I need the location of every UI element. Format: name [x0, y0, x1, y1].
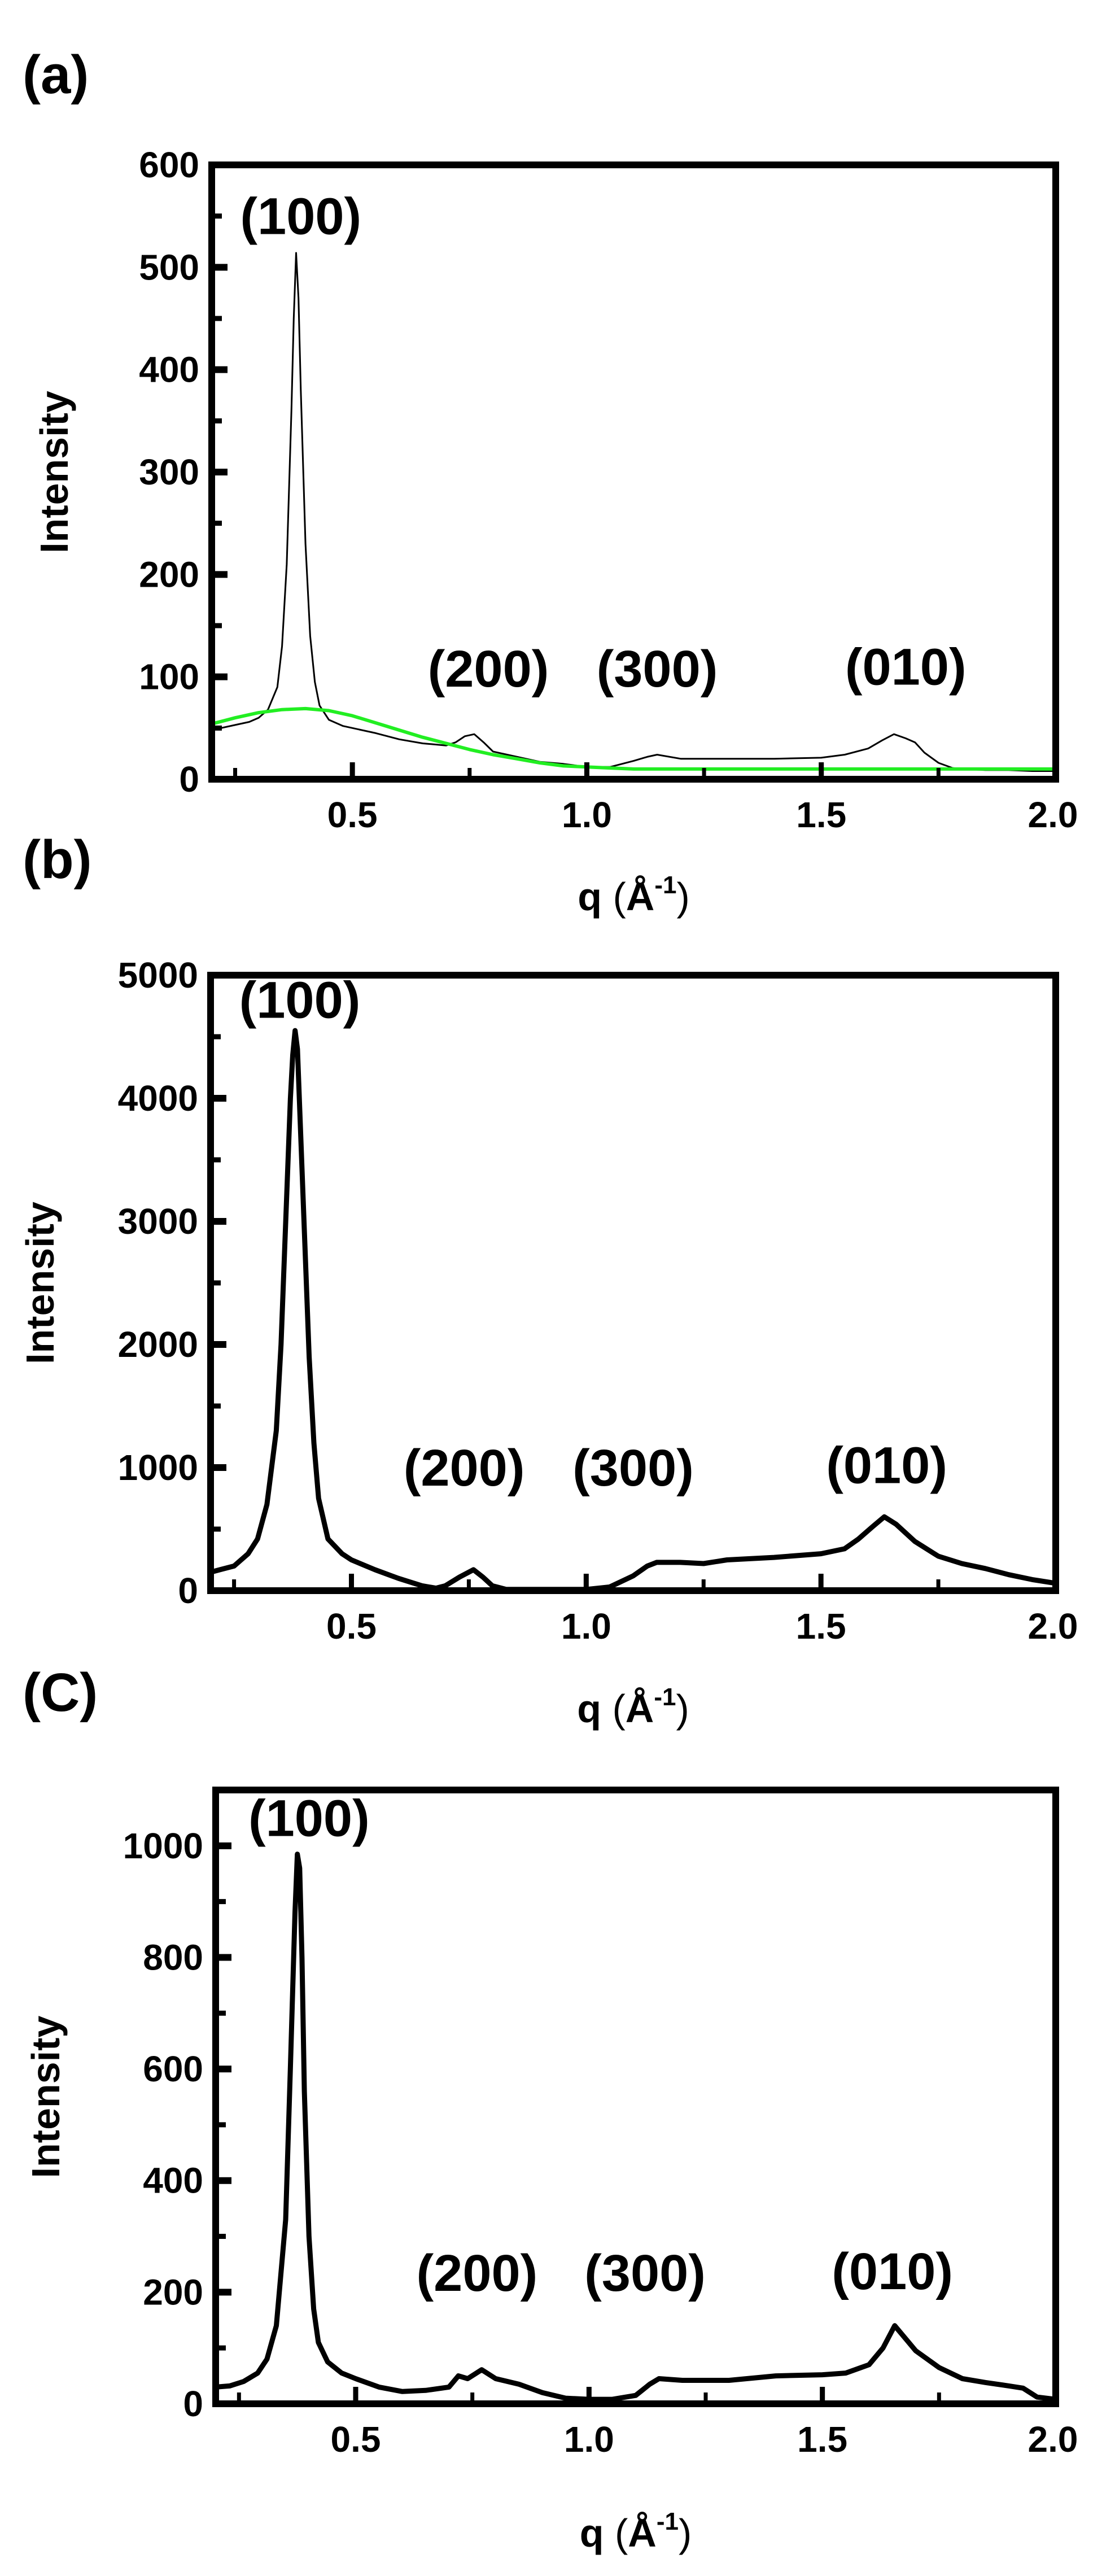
x-tick-label: 1.0 [564, 2419, 614, 2460]
y-axis-title: Intensity [18, 1202, 62, 1364]
y-tick-label: 5000 [118, 955, 198, 996]
peak-label: (010) [845, 639, 967, 696]
peak-label: (300) [572, 1439, 694, 1497]
x-tick-label: 0.5 [326, 1606, 377, 1647]
y-tick-label: 1000 [123, 1826, 203, 1866]
y-tick-label: 4000 [118, 1078, 198, 1119]
panel-label: (a) [23, 45, 89, 105]
peak-label: (200) [404, 1439, 525, 1497]
x-axis-title: q (Å-1) [580, 2508, 692, 2555]
y-tick-label: 0 [183, 2383, 203, 2424]
y-tick-label: 200 [143, 2272, 203, 2312]
x-tick-label: 1.5 [797, 2419, 847, 2460]
peak-label: (200) [428, 640, 549, 698]
y-tick-label: 300 [139, 452, 199, 492]
x-tick-label: 1.5 [796, 1606, 846, 1647]
giwaxs-profile-line [216, 1852, 1056, 2402]
chart-panel-b: (b) 0 1000 2000 3000 4000 5000 0.5 1.0 1.5 2.0 (100… [18, 829, 1078, 1731]
peak-label: (300) [597, 640, 718, 698]
x-tick-label: 1.0 [561, 1606, 611, 1647]
peak-label: (010) [826, 1437, 947, 1495]
x-tick-label: 2.0 [1028, 794, 1078, 835]
panel-label: (b) [23, 829, 92, 890]
chart-panel-c: (C) 0 200 400 600 800 1000 0.5 1.0 1.5 2.0 (100) (20… [23, 1662, 1078, 2555]
y-tick-label: 1000 [118, 1447, 198, 1488]
y-tick-label: 800 [143, 1937, 203, 1977]
y-tick-label: 0 [179, 759, 199, 800]
data-series-group [212, 252, 1056, 772]
y-tick-label: 3000 [118, 1201, 198, 1242]
plot-frame [207, 972, 1059, 1594]
giwaxs-profile-line [211, 1028, 1056, 1591]
y-tick-label: 400 [139, 350, 199, 390]
peak-label: (200) [417, 2245, 538, 2302]
chart-panel-a: (a) 0 100 200 300 400 500 600 0.5 1.0 1.5 2.0 (100) (… [23, 45, 1078, 919]
x-tick-label: 1.0 [562, 794, 612, 835]
peak-label: (300) [584, 2245, 706, 2302]
peak-label: (010) [832, 2243, 953, 2300]
x-tick-label: 2.0 [1028, 2419, 1078, 2460]
y-tick-label: 600 [143, 2049, 203, 2089]
y-axis-title: Intensity [24, 2016, 68, 2178]
y-tick-label: 500 [139, 247, 199, 287]
y-tick-label: 600 [139, 145, 199, 185]
y-axis-title: Intensity [32, 391, 76, 553]
y-tick-label: 0 [178, 1570, 198, 1611]
peak-label: (100) [240, 188, 361, 246]
x-tick-label: 0.5 [327, 794, 378, 835]
x-axis-title: q (Å-1) [578, 871, 690, 919]
x-tick-label: 2.0 [1028, 1606, 1078, 1647]
peak-label: (100) [239, 972, 361, 1029]
plot-frame [212, 1787, 1059, 2407]
x-axis-title: q (Å-1) [577, 1683, 689, 1731]
x-tick-label: 0.5 [331, 2419, 381, 2460]
y-tick-label: 400 [143, 2160, 203, 2201]
baseline-fit-line [212, 706, 1056, 771]
data-series-group [211, 1028, 1056, 1591]
y-tick-label: 2000 [118, 1324, 198, 1365]
y-tick-label: 100 [139, 657, 199, 697]
data-series-group [216, 1852, 1056, 2402]
x-tick-label: 1.5 [796, 794, 846, 835]
y-tick-label: 200 [139, 554, 199, 595]
peak-label: (100) [248, 1789, 370, 1847]
giwaxs-profile-line [212, 252, 1056, 772]
panel-label: (C) [23, 1662, 98, 1723]
